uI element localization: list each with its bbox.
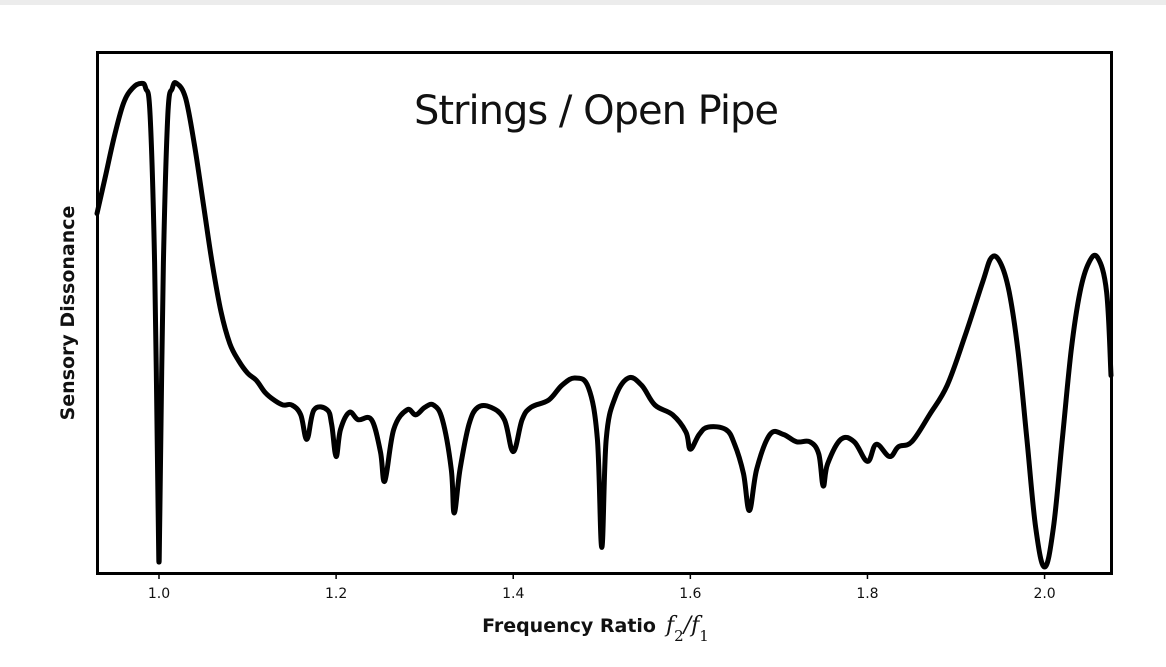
x-tick-label: 1.0 — [148, 586, 170, 602]
x-axis-math-label: f2/f1 — [664, 613, 709, 645]
dissonance-curve — [94, 80, 1114, 570]
y-axis-label: Sensory Dissonance — [57, 206, 79, 421]
x-axis-ticks: 1.0 1.2 1.4 1.6 1.8 2.0 — [148, 573, 1056, 602]
plot-frame — [96, 51, 1113, 575]
x-tick-label: 1.2 — [325, 586, 347, 602]
top-strip — [0, 0, 1166, 5]
x-axis-label: Frequency Ratio — [482, 615, 656, 637]
x-math-sub-1: 1 — [699, 627, 709, 645]
x-tick-label: 1.6 — [679, 586, 701, 602]
x-tick-label: 1.4 — [502, 586, 524, 602]
x-tick-label: 2.0 — [1033, 586, 1055, 602]
x-math-sub-2: 2 — [674, 627, 684, 645]
x-tick-label: 1.8 — [856, 586, 878, 602]
chart-title: Strings / Open Pipe — [414, 88, 778, 134]
x-axis-label-group: Frequency Ratio f2/f1 — [482, 613, 709, 645]
x-math-slash: / — [682, 613, 694, 638]
